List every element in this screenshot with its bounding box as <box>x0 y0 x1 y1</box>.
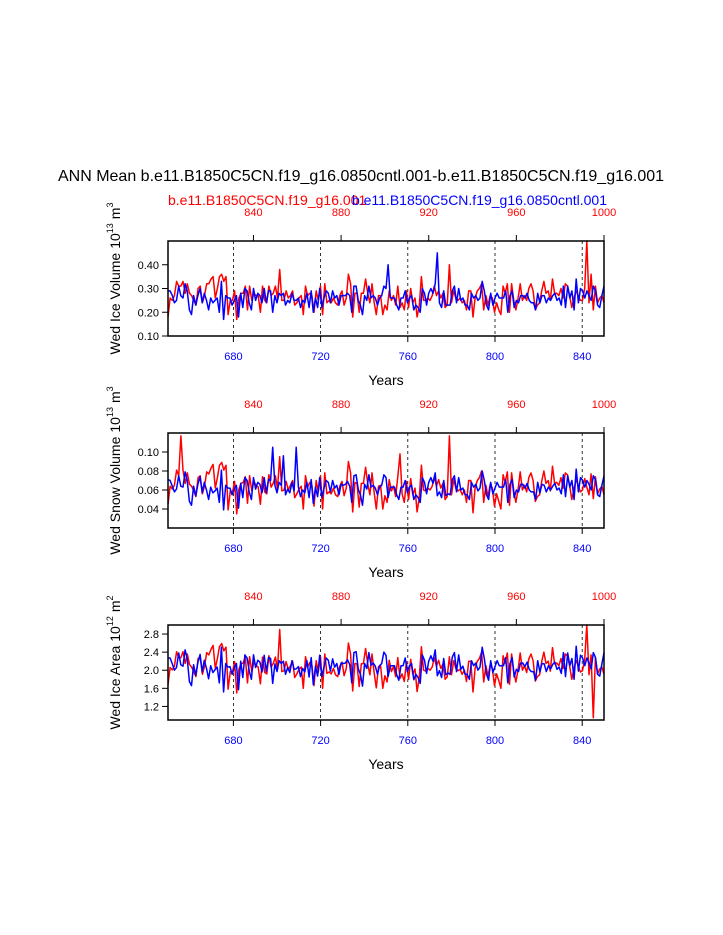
x-bottom-tick-label: 680 <box>224 735 242 747</box>
y-tick-label: 0.04 <box>138 504 159 516</box>
x-axis-label: Years <box>368 756 403 772</box>
x-top-tick-label: 920 <box>420 207 438 219</box>
y-tick-label: 0.10 <box>138 331 159 343</box>
x-top-tick-label: 1000 <box>592 207 616 219</box>
y-axis-unit-suffix: m <box>107 600 123 612</box>
x-bottom-tick-label: 840 <box>573 735 591 747</box>
y-axis-label-name: Wed Ice Volume <box>107 253 123 355</box>
figure-title: ANN Mean b.e11.B1850C5CN.f19_g16.0850cnt… <box>58 168 664 185</box>
x-bottom-tick-label: 720 <box>311 735 329 747</box>
y-axis-label: Wed Ice Volume 1013 m3 <box>105 203 123 355</box>
legend-right-label: b.e11.B1850C5CN.f19_g16.0850cntl.001 <box>352 192 607 208</box>
x-bottom-tick-label: 720 <box>311 351 329 363</box>
x-bottom-tick-label: 720 <box>311 543 329 555</box>
x-bottom-tick-label: 760 <box>399 351 417 363</box>
x-bottom-tick-label: 760 <box>399 543 417 555</box>
y-tick-label: 2.0 <box>144 665 159 677</box>
plot-frame <box>167 624 605 721</box>
panels-container: 0.10 0.20 0.30 0.40 680 720 760 800 840 840 880 920… <box>105 203 616 772</box>
x-bottom-tick-label: 680 <box>224 543 242 555</box>
y-axis-unit-exponent: 13 <box>105 407 115 417</box>
y-axis-unit-base: 10 <box>107 626 123 642</box>
chart-panel: 1.2 1.6 2.0 2.4 2.8 680 720 760 800 840 840 880 920 9… <box>105 591 616 772</box>
x-bottom-tick-label: 760 <box>399 735 417 747</box>
y-tick-label: 1.2 <box>144 701 159 713</box>
y-axis-unit-exponent: 12 <box>105 616 115 626</box>
series-line-blue <box>167 446 605 511</box>
y-axis-unit-exponent: 13 <box>105 223 115 233</box>
y-axis-label-name: Wed Ice Area <box>107 646 123 730</box>
y-tick-label: 1.6 <box>144 683 159 695</box>
legend-left-label: b.e11.B1850C5CN.f19_g16.001 <box>168 192 366 208</box>
series-line-blue <box>168 252 605 321</box>
x-top-tick-label: 1000 <box>592 399 616 411</box>
x-bottom-tick-label: 680 <box>224 351 242 363</box>
x-top-tick-label: 920 <box>420 399 438 411</box>
x-top-tick-label: 920 <box>420 591 438 603</box>
x-axis-label: Years <box>368 372 403 388</box>
x-bottom-tick-label: 840 <box>573 543 591 555</box>
y-tick-label: 0.08 <box>138 466 159 478</box>
x-top-tick-label: 840 <box>244 399 262 411</box>
x-top-tick-label: 840 <box>244 591 262 603</box>
y-tick-label: 2.4 <box>144 647 159 659</box>
x-top-tick-label: 840 <box>244 207 262 219</box>
x-top-tick-label: 880 <box>332 207 350 219</box>
y-tick-label: 0.10 <box>138 447 159 459</box>
x-top-tick-label: 880 <box>332 591 350 603</box>
y-tick-label: 0.30 <box>138 284 159 296</box>
x-top-tick-label: 880 <box>332 399 350 411</box>
y-tick-label: 0.06 <box>138 485 159 497</box>
y-axis-unit-suffix-exponent: 2 <box>105 595 115 600</box>
series-line-blue <box>168 645 605 693</box>
y-tick-label: 2.8 <box>144 629 159 641</box>
chart-panel: 0.04 0.06 0.08 0.10 680 720 760 800 840 840 880 920… <box>105 386 616 580</box>
y-tick-label: 0.20 <box>138 307 159 319</box>
y-axis-unit-base: 10 <box>107 417 123 433</box>
x-top-tick-label: 960 <box>507 591 525 603</box>
y-axis-label: Wed Snow Volume 1013 m3 <box>105 386 123 554</box>
x-top-tick-label: 960 <box>507 207 525 219</box>
y-axis-unit-suffix-exponent: 3 <box>105 203 115 208</box>
x-top-tick-label: 960 <box>507 399 525 411</box>
x-bottom-tick-label: 800 <box>486 735 504 747</box>
plot-frame <box>167 432 605 529</box>
y-axis-label-name: Wed Snow Volume <box>107 436 123 554</box>
x-bottom-tick-label: 800 <box>486 543 504 555</box>
y-axis-unit-base: 10 <box>107 233 123 249</box>
x-bottom-tick-label: 840 <box>573 351 591 363</box>
x-axis-label: Years <box>368 564 403 580</box>
y-axis-unit-suffix: m <box>107 208 123 220</box>
y-axis-label: Wed Ice Area 1012 m2 <box>105 595 123 729</box>
chart-panel: 0.10 0.20 0.30 0.40 680 720 760 800 840 840 880 920… <box>105 203 616 388</box>
y-tick-label: 0.40 <box>138 260 159 272</box>
y-axis-unit-suffix-exponent: 3 <box>105 386 115 391</box>
y-axis-unit-suffix: m <box>107 391 123 403</box>
x-bottom-tick-label: 800 <box>486 351 504 363</box>
x-top-tick-label: 1000 <box>592 591 616 603</box>
